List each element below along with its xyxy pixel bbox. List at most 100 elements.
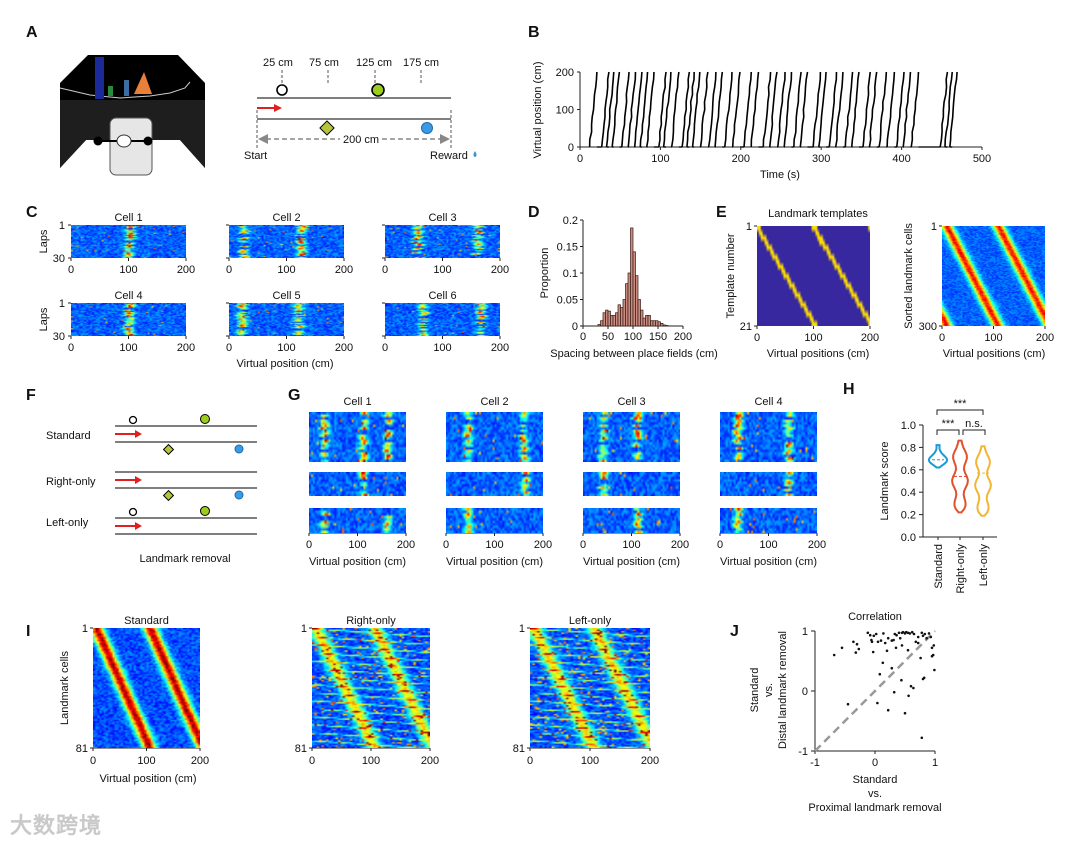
- tick-label: 200: [335, 264, 353, 276]
- lap-trace: [681, 71, 691, 148]
- histogram-bar: [617, 304, 621, 327]
- condition-standard: Standard: [46, 430, 91, 442]
- lap-trace: [633, 71, 643, 148]
- tick-label: 1: [931, 221, 937, 233]
- tick-label: 200: [671, 539, 689, 551]
- j-ylabel-1: Standard: [749, 668, 761, 713]
- landmark-removal-schematic: Standard Right-only Left-only Landmark r…: [46, 414, 257, 565]
- removal-heatmap: [583, 472, 680, 496]
- g-xlabel: Virtual position (cm): [446, 556, 543, 568]
- watermark: 大数跨境: [10, 814, 103, 839]
- lap-trace: [895, 71, 905, 148]
- lap-trace: [762, 71, 772, 148]
- lap-trace: [645, 71, 655, 148]
- g-xlabel: Virtual position (cm): [583, 556, 680, 568]
- tick-label: 300: [919, 321, 937, 333]
- histogram-bar: [660, 323, 664, 327]
- landmark-template-heatmap: [757, 226, 870, 326]
- group-label: Left-only: [978, 544, 990, 587]
- histogram-bar: [647, 315, 651, 327]
- sig-standard-right: ***: [942, 418, 956, 430]
- panel-label-h: H: [843, 381, 855, 398]
- d-xlabel: Spacing between place fields (cm): [550, 348, 718, 360]
- violin-left-only: [974, 445, 992, 517]
- lap-trajectory-plot: Virtual position (cm) Time (s) 0 100 200 30…: [532, 62, 991, 182]
- b-xlabel: Time (s): [760, 169, 800, 181]
- scatter-point: [923, 632, 927, 636]
- scatter-point: [870, 640, 874, 644]
- track-length-label: 200 cm: [343, 134, 379, 146]
- distance-label-125: 125 cm: [356, 57, 392, 69]
- tick-label: 0.05: [557, 295, 578, 307]
- j-xlabel-1: Standard: [853, 774, 898, 786]
- histogram-bar: [627, 272, 631, 327]
- landmark-removal-examples: Cell 1 0 100 200 Virtual position (cm) Cell 2…: [306, 396, 826, 568]
- histogram-bar: [607, 310, 611, 327]
- tick-label: 100: [348, 539, 366, 551]
- tick-label: 100: [759, 539, 777, 551]
- d-ylabel: Proportion: [539, 248, 551, 299]
- tick-label: 0.15: [557, 242, 578, 254]
- i-title: Left-only: [569, 615, 612, 627]
- i-ylabel: Landmark cells: [59, 651, 71, 725]
- place-field-heatmap: [385, 303, 500, 336]
- tick-label: 200: [421, 755, 439, 767]
- tick-label: 50: [602, 331, 614, 343]
- histogram-bar: [665, 325, 669, 327]
- landmark-diamond: [319, 120, 335, 136]
- scatter-point: [883, 641, 887, 645]
- tick-label: -1: [810, 757, 820, 769]
- scatter-point: [903, 711, 907, 715]
- tick-label: 200: [335, 342, 353, 354]
- scatter-point: [894, 646, 898, 650]
- landmark-white-circle: [276, 84, 288, 96]
- tick-label: 81: [76, 743, 88, 755]
- scatter-point: [908, 632, 912, 635]
- histogram-bar: [652, 320, 656, 327]
- j-xlabel-3: Proximal landmark removal: [808, 802, 941, 814]
- c-ylabel: Laps: [38, 229, 50, 253]
- i-title: Standard: [124, 615, 169, 627]
- e-xlabel-right: Virtual positions (cm): [943, 348, 1046, 360]
- tick-label: 0: [577, 153, 583, 165]
- cell-title: Cell 5: [272, 290, 300, 302]
- tick-label: 100: [433, 342, 451, 354]
- lap-trace: [639, 71, 649, 148]
- tick-label: 100: [433, 264, 451, 276]
- lap-trace: [621, 71, 630, 148]
- j-xlabel-2: vs.: [868, 788, 882, 800]
- tick-label: 100: [622, 539, 640, 551]
- j-title: Correlation: [848, 611, 902, 623]
- scatter-point: [933, 668, 936, 672]
- condition-right-only: Right-only: [46, 476, 96, 488]
- lap-trace: [686, 71, 695, 148]
- scatter-point: [912, 686, 915, 690]
- place-field-heatmap: [229, 225, 344, 258]
- scatter-point: [876, 640, 880, 644]
- tick-label: 200: [641, 755, 659, 767]
- histogram-bar: [622, 299, 626, 327]
- scatter-point: [929, 635, 933, 639]
- removal-heatmap: [583, 412, 680, 462]
- tick-label: 0: [527, 755, 533, 767]
- scatter-point: [920, 631, 924, 635]
- panel-label-a: A: [26, 24, 38, 41]
- j-ylabel-2: vs.: [763, 683, 775, 697]
- histogram-bar: [612, 315, 616, 327]
- lap-trace: [902, 71, 912, 148]
- lap-trace: [910, 71, 920, 148]
- tick-label: 0.1: [563, 268, 578, 280]
- removal-heatmap: [446, 412, 543, 462]
- scatter-point: [897, 631, 901, 635]
- vr-setup-illustration: [59, 55, 205, 176]
- tick-label: 1: [932, 757, 938, 769]
- tick-label: 0: [717, 539, 723, 551]
- lap-trace: [844, 71, 854, 148]
- histogram-bar: [655, 320, 659, 327]
- sig-standard-left: ***: [954, 398, 968, 410]
- histogram-bar: [602, 312, 606, 327]
- tick-label: 0: [939, 332, 945, 344]
- tick-label: 0: [580, 539, 586, 551]
- scatter-point: [879, 639, 883, 642]
- condition-left-only: Left-only: [46, 517, 89, 529]
